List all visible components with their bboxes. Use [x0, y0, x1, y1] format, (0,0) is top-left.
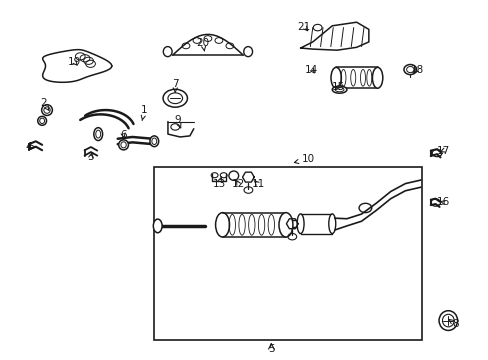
Text: 18: 18	[410, 64, 424, 75]
Ellipse shape	[278, 213, 292, 237]
Ellipse shape	[94, 128, 102, 140]
Text: 2: 2	[40, 98, 49, 111]
Bar	[154, 167, 422, 339]
Ellipse shape	[41, 105, 52, 116]
Ellipse shape	[121, 142, 126, 148]
Text: 4: 4	[25, 142, 35, 152]
Ellipse shape	[297, 214, 304, 234]
Text: 3: 3	[87, 152, 94, 162]
Text: 13: 13	[212, 176, 225, 189]
Ellipse shape	[331, 86, 346, 93]
Text: 20: 20	[196, 38, 209, 51]
Ellipse shape	[406, 67, 413, 73]
Ellipse shape	[119, 140, 128, 150]
Text: 19: 19	[68, 57, 81, 67]
Bar	[335, 67, 377, 88]
Bar	[222, 213, 285, 237]
Ellipse shape	[150, 136, 158, 147]
Text: 1: 1	[141, 105, 147, 121]
Text: 6: 6	[120, 130, 126, 140]
Text: 5: 5	[267, 344, 274, 354]
Text: 8: 8	[448, 319, 458, 329]
Text: 11: 11	[251, 179, 264, 189]
Text: 12: 12	[231, 179, 245, 189]
Ellipse shape	[38, 116, 46, 125]
Ellipse shape	[152, 138, 157, 144]
Text: 10: 10	[294, 154, 314, 164]
Text: 14: 14	[305, 64, 318, 75]
Ellipse shape	[328, 214, 335, 234]
Ellipse shape	[330, 67, 341, 88]
Text: 21: 21	[297, 22, 310, 32]
Ellipse shape	[40, 118, 44, 123]
Ellipse shape	[96, 130, 101, 138]
Ellipse shape	[244, 46, 252, 57]
Text: 16: 16	[436, 197, 449, 207]
Text: 9: 9	[174, 115, 181, 128]
Polygon shape	[42, 50, 112, 82]
Ellipse shape	[438, 311, 457, 330]
Text: 7: 7	[172, 79, 178, 92]
Text: 15: 15	[331, 82, 344, 93]
Ellipse shape	[334, 87, 343, 92]
Ellipse shape	[403, 64, 416, 75]
Ellipse shape	[153, 219, 162, 233]
Bar	[300, 214, 331, 234]
Ellipse shape	[228, 171, 238, 180]
Ellipse shape	[44, 107, 50, 113]
Ellipse shape	[215, 213, 229, 237]
Text: 17: 17	[436, 145, 449, 156]
Ellipse shape	[442, 314, 453, 327]
Ellipse shape	[372, 67, 382, 88]
Ellipse shape	[163, 46, 172, 57]
Polygon shape	[300, 22, 368, 50]
